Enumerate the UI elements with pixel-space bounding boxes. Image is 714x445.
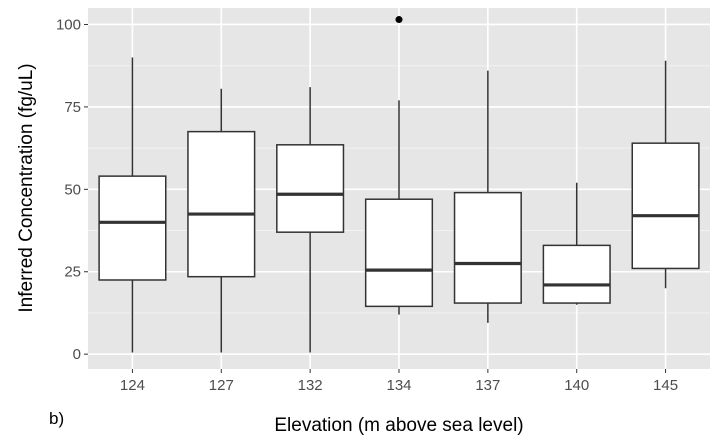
box-124 [98,57,167,353]
x-tick-label: 145 [653,377,678,394]
box-layer [98,16,700,353]
y-tick-label: 0 [73,346,81,363]
y-axis-title: Inferred Concentration (fg/uL) [16,63,37,312]
y-tick-label: 25 [64,264,81,281]
box-145 [631,60,700,289]
axis-layer: 0 25 50 75 100 124 127 132 134 137 140 145 [56,16,678,394]
x-tick-label: 124 [120,377,145,394]
iqr-box [364,198,434,308]
box-127 [187,88,256,353]
box-137 [453,70,522,323]
iqr-box [276,144,345,233]
box-132 [276,87,345,353]
x-tick-label: 132 [298,377,323,394]
x-tick-label: 127 [209,377,234,394]
x-axis-title: Elevation (m above sea level) [274,415,523,436]
iqr-box [453,191,522,304]
panel-label: b) [49,409,64,428]
iqr-box [542,244,611,304]
box-140 [542,182,611,305]
x-tick-label: 137 [475,377,500,394]
x-tick-label: 134 [386,377,411,394]
y-tick-label: 100 [56,16,81,33]
iqr-box [631,142,700,270]
box-134 [364,16,434,315]
x-tick-label: 140 [564,377,589,394]
iqr-box [98,175,167,281]
y-tick-label: 50 [64,181,81,198]
outlier-point [395,16,403,24]
iqr-box [187,130,256,278]
y-tick-label: 75 [64,99,81,116]
